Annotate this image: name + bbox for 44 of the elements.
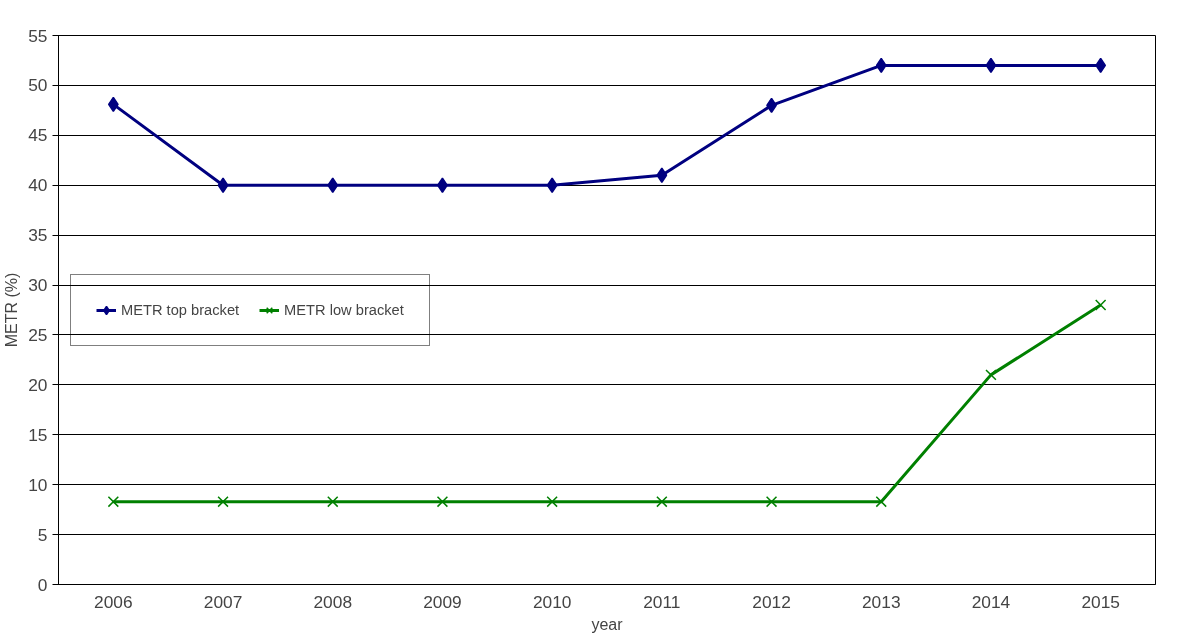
y-tick-label: 50 [28, 75, 48, 96]
y-tick-label: 5 [37, 524, 48, 545]
x-tick-label: 2010 [532, 591, 572, 612]
y-axis-title: METR (%) [3, 272, 21, 348]
point [107, 96, 119, 113]
legend-label: METR top bracket [121, 301, 240, 318]
y-tick-label: 20 [28, 374, 48, 395]
point [546, 177, 558, 193]
x-tick-label: 2007 [203, 591, 243, 612]
x-axis-title: year [591, 615, 624, 633]
point [765, 495, 778, 508]
legend-label: METR low bracket [284, 301, 404, 318]
y-tick-label: 40 [28, 175, 48, 196]
point [546, 495, 558, 508]
point [985, 369, 997, 381]
x-tick-label: 2008 [313, 591, 353, 612]
y-tick-label: 25 [28, 324, 48, 345]
y-tick-label: 15 [28, 424, 48, 445]
point [327, 495, 339, 508]
point [1095, 57, 1107, 74]
point [875, 57, 887, 74]
point [656, 167, 668, 183]
point [436, 495, 449, 508]
point [875, 495, 887, 508]
point [327, 177, 339, 193]
x-tick-label: 2011 [643, 591, 681, 612]
x-tick-label: 2009 [423, 591, 462, 612]
point [107, 495, 120, 508]
x-tick-label: 2012 [752, 591, 791, 612]
y-tick-label: 0 [37, 574, 48, 595]
y-tick-label: 35 [28, 225, 48, 246]
x-tick-label: 2014 [971, 591, 1011, 612]
y-tick-label: 30 [28, 275, 48, 296]
y-tick-label: 45 [28, 125, 48, 146]
point [985, 57, 997, 74]
point [1094, 299, 1107, 311]
point [656, 495, 668, 508]
point [217, 177, 229, 193]
y-tick-label: 55 [28, 25, 48, 46]
y-tick-label: 10 [28, 474, 48, 495]
x-tick-label: 2015 [1081, 591, 1120, 612]
x-tick-label: 2013 [861, 591, 901, 612]
x-tick-label: 2006 [94, 591, 133, 612]
point [217, 495, 229, 508]
